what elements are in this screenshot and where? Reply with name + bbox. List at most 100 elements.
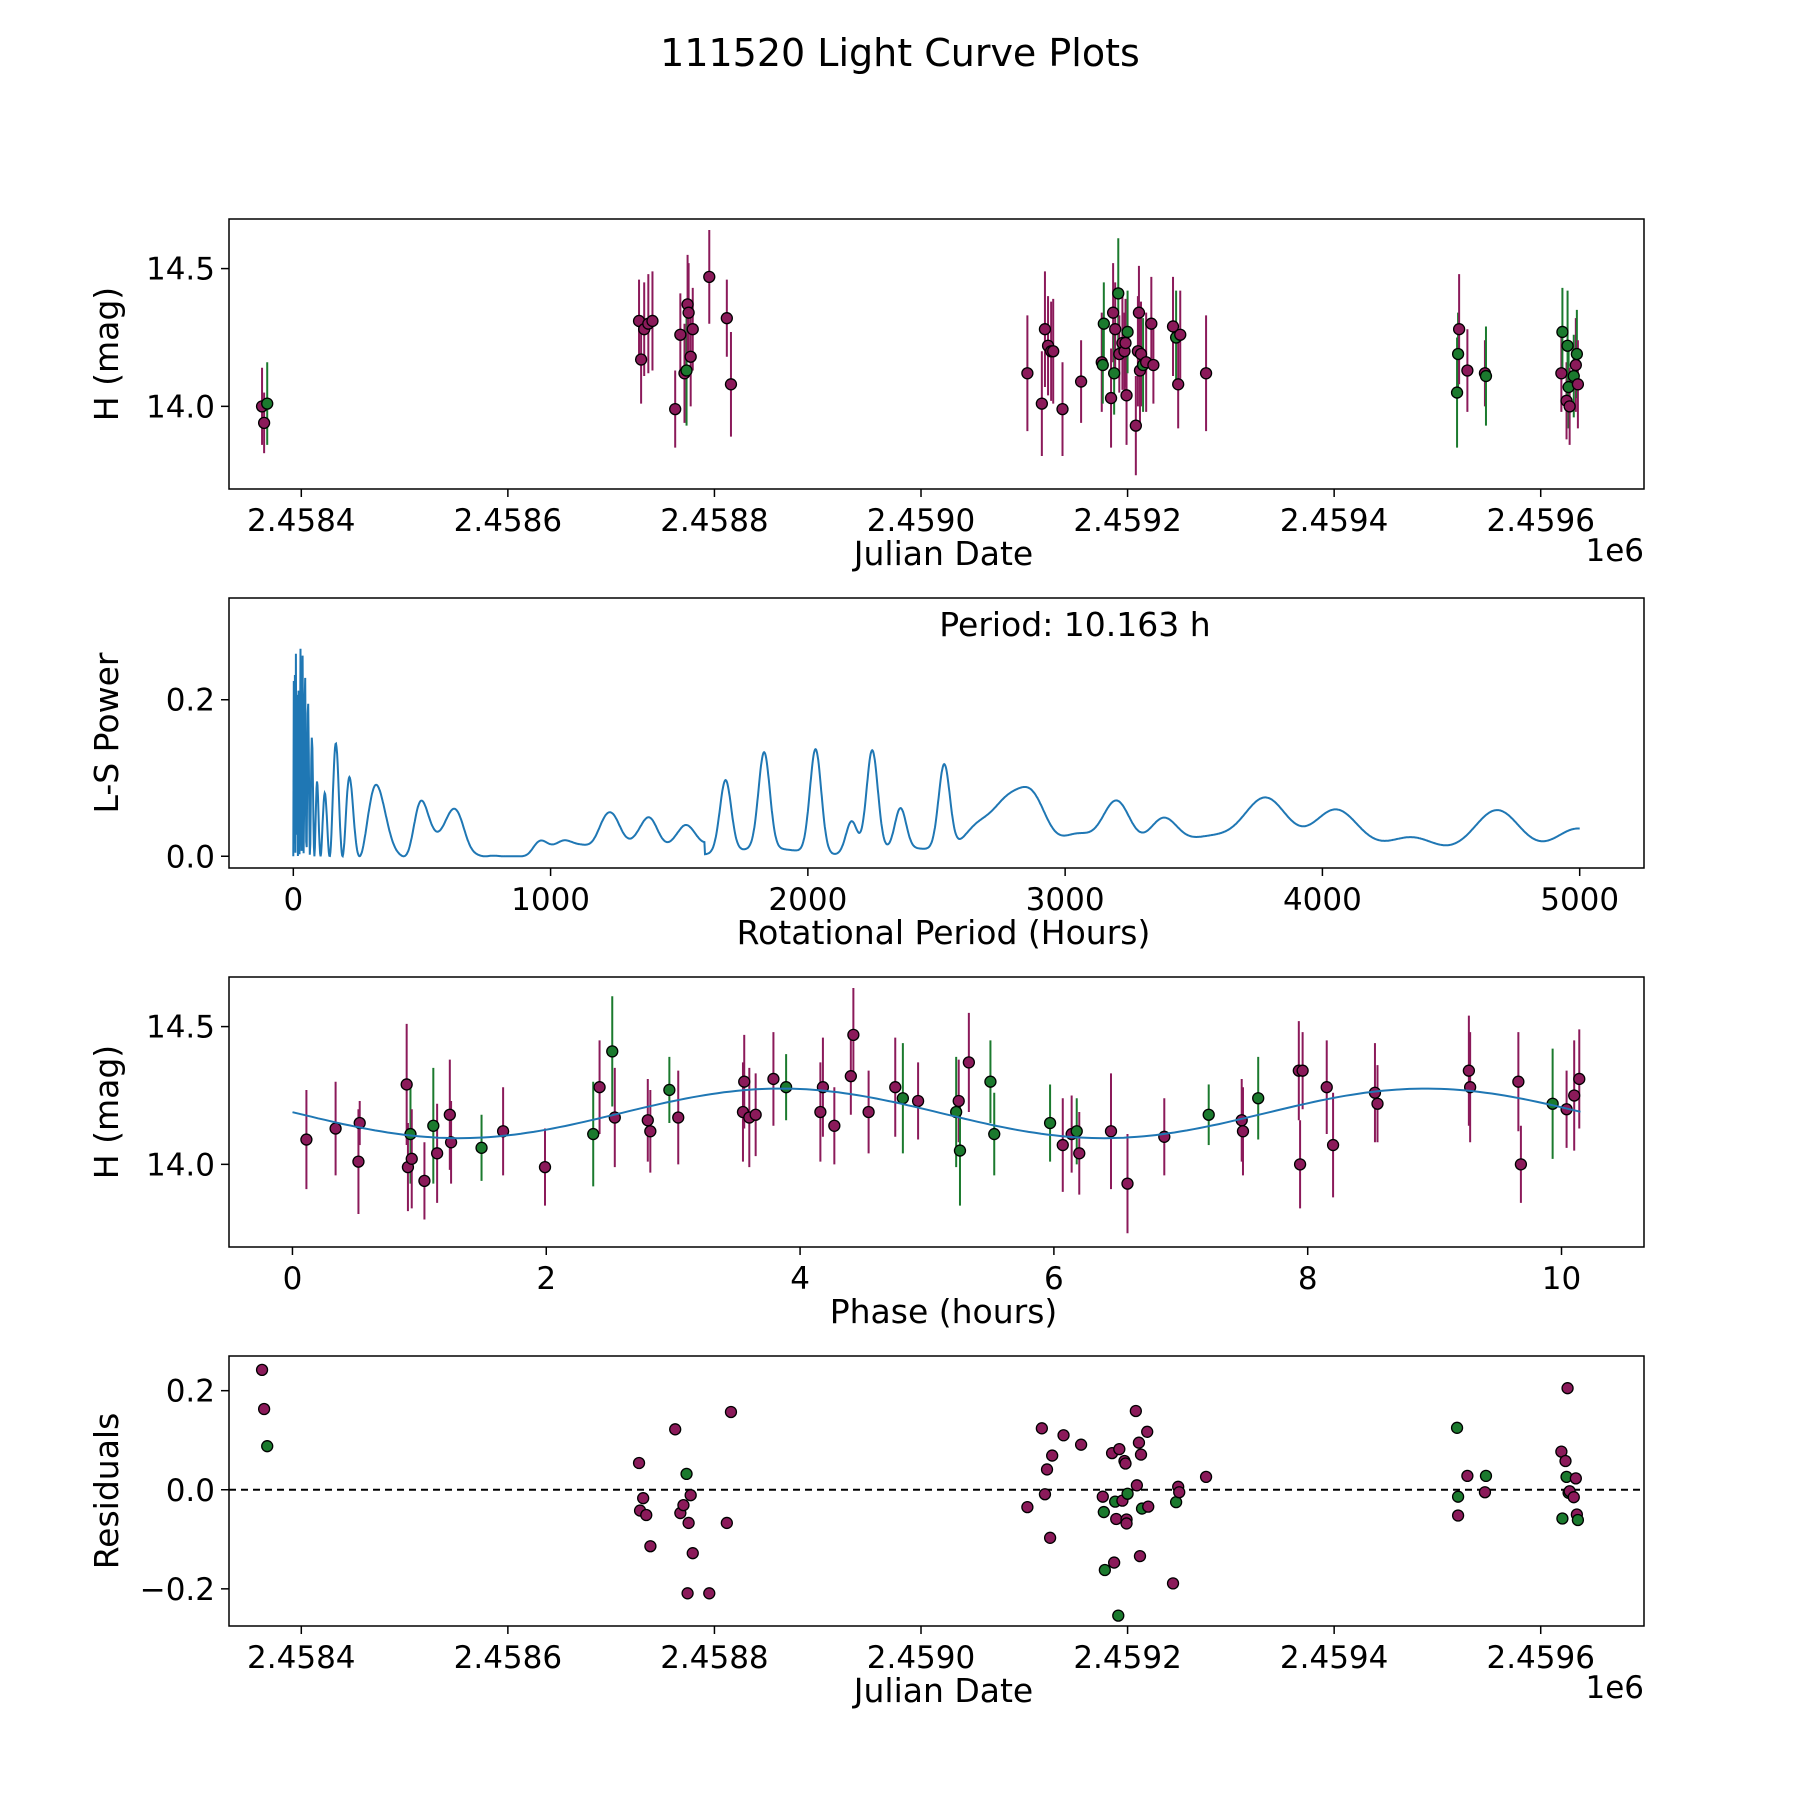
data-point	[443, 1108, 456, 1121]
data-point	[1563, 400, 1576, 413]
data-point	[430, 1147, 444, 1160]
data-point	[1479, 1469, 1493, 1483]
x-tick-label: 2.4584	[247, 503, 355, 539]
data-point	[703, 270, 716, 284]
data-point	[814, 1105, 827, 1119]
axes-frame	[228, 976, 1645, 1248]
data-point	[720, 312, 733, 325]
x-tick-label: 1000	[511, 882, 590, 918]
data-point	[1452, 323, 1466, 336]
y-tick-label: 14.5	[146, 1010, 215, 1046]
data-point	[257, 416, 271, 430]
x-axis-label: Phase (hours)	[830, 1292, 1058, 1331]
data-point	[1070, 1125, 1083, 1138]
x-tick-label: 2.4594	[1280, 1640, 1388, 1676]
x-tick-label: 2.4596	[1486, 1640, 1594, 1676]
data-point	[1236, 1125, 1250, 1138]
axes-frame	[228, 218, 1645, 490]
subplot-phased: 0 2 4 6 8 10 14.0 14.5 Phase (hours) H (mag)	[87, 976, 1645, 1331]
data-point	[1073, 1147, 1086, 1160]
x-tick-label: 2.4588	[660, 503, 768, 539]
data-point	[738, 1075, 751, 1088]
data-point	[844, 1070, 857, 1083]
data-point	[1047, 345, 1060, 358]
data-point	[1046, 1449, 1059, 1462]
data-point	[681, 1587, 694, 1600]
data-point	[1326, 1138, 1340, 1152]
data-point	[1478, 1486, 1492, 1499]
figure-title: 111520 Light Curve Plots	[660, 31, 1140, 75]
data-point	[1133, 1549, 1147, 1563]
data-point	[952, 1094, 965, 1108]
data-point	[1134, 1448, 1148, 1461]
data-point	[680, 1467, 693, 1481]
subplot-residuals: 2.4584 2.4586 2.4588 2.4590 2.4592 2.4594 2.45…	[87, 1355, 1645, 1710]
data-point	[644, 1540, 657, 1553]
subplots: 2.4584 2.4586 2.4588 2.4590 2.4592 2.4594 2.45…	[87, 218, 1645, 1710]
data-point	[329, 1122, 342, 1135]
data-point	[669, 1423, 682, 1436]
data-point	[1512, 1075, 1525, 1088]
data-point	[720, 1516, 733, 1530]
data-point	[1252, 1092, 1265, 1105]
data-point	[1074, 1438, 1088, 1451]
data-point	[682, 1516, 695, 1530]
x-tick-label: 2.4584	[247, 1640, 355, 1676]
data-point	[475, 1141, 488, 1154]
y-axis-label: L-S Power	[87, 652, 126, 813]
data-point	[637, 1492, 650, 1505]
data-point	[1109, 323, 1122, 336]
y-tick-label: 14.5	[146, 252, 215, 288]
data-point	[1514, 1158, 1528, 1171]
data-point	[1098, 1563, 1112, 1577]
data-point	[640, 1508, 653, 1522]
data-point	[686, 1547, 699, 1560]
subplot-periodogram: 0 1000 2000 3000 4000 5000 0.0 0.2 Rotational Pe…	[87, 597, 1645, 952]
data-point	[1040, 1463, 1054, 1476]
data-layer	[255, 1363, 1585, 1622]
data-point	[1096, 1490, 1109, 1503]
x-tick-label: 2.4590	[867, 503, 975, 539]
data-point	[587, 1127, 600, 1141]
data-point	[1174, 328, 1187, 341]
data-point	[261, 397, 274, 410]
x-tick-label: 2.4594	[1280, 503, 1388, 539]
data-point	[1569, 358, 1582, 372]
data-point	[1056, 402, 1069, 416]
data-point	[634, 353, 648, 366]
data-point	[1320, 1081, 1333, 1094]
data-point	[1121, 1177, 1134, 1190]
y-axis-label: H (mag)	[87, 1045, 126, 1179]
data-point	[1035, 397, 1049, 410]
data-point	[896, 1092, 910, 1105]
model-curve	[292, 1087, 1581, 1140]
data-point	[672, 1111, 685, 1124]
data-point	[353, 1116, 366, 1130]
data-point	[828, 1119, 841, 1132]
data-point	[404, 1127, 417, 1141]
data-point	[300, 1133, 313, 1146]
x-tick-label: 0	[283, 882, 303, 918]
data-point	[1132, 306, 1146, 319]
subplot-lightcurve: 2.4584 2.4586 2.4588 2.4590 2.4592 2.4594 2.45…	[87, 218, 1645, 573]
data-point	[1559, 1454, 1572, 1468]
data-point	[1451, 1490, 1465, 1503]
data-layer	[292, 988, 1586, 1234]
data-point	[1569, 1472, 1582, 1485]
data-point	[1056, 1138, 1069, 1152]
data-point	[1556, 325, 1569, 339]
data-point	[1570, 347, 1584, 361]
y-tick-label: 14.0	[146, 1147, 215, 1183]
x-offset-label: 1e6	[1585, 1670, 1644, 1706]
data-point	[779, 1081, 793, 1094]
data-point	[684, 1489, 697, 1502]
data-point	[1074, 375, 1088, 388]
x-tick-label: 2000	[768, 882, 847, 918]
data-point	[1568, 1089, 1581, 1102]
data-point	[1119, 336, 1132, 350]
data-point	[1104, 1125, 1118, 1138]
data-point	[1097, 1505, 1110, 1519]
data-layer	[255, 230, 1585, 476]
data-point	[405, 1152, 418, 1165]
